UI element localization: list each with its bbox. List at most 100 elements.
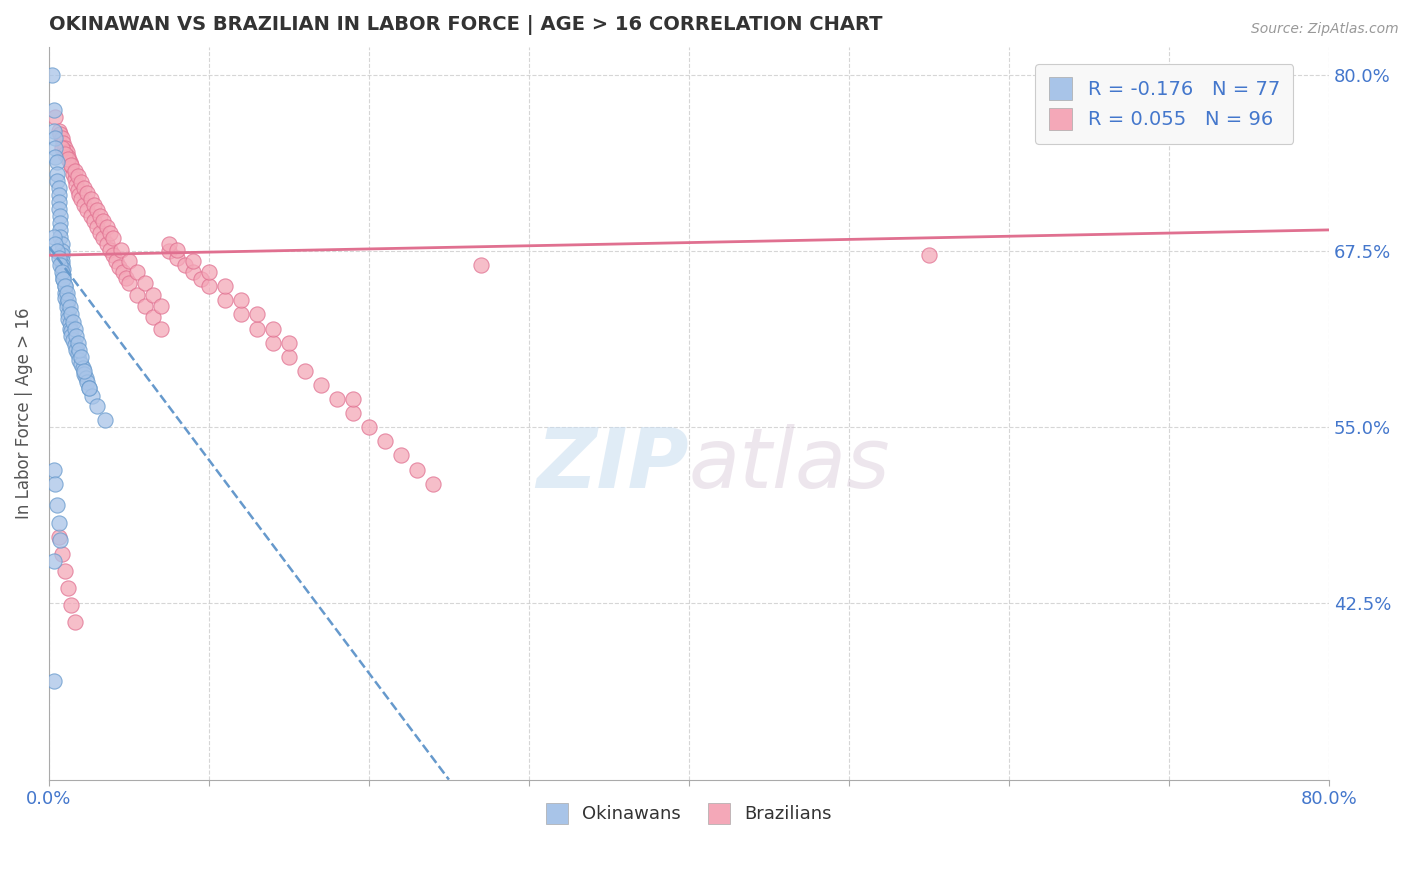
Point xyxy=(67,343,90,357)
Point xyxy=(55,145,77,160)
Point xyxy=(60,308,83,322)
Point xyxy=(63,321,86,335)
Point xyxy=(86,399,108,413)
Point xyxy=(55,301,77,315)
Point xyxy=(53,564,76,578)
Point xyxy=(357,420,380,434)
Point xyxy=(56,150,79,164)
Point xyxy=(44,131,66,145)
Point xyxy=(66,335,89,350)
Point xyxy=(44,476,66,491)
Point xyxy=(82,389,104,403)
Point xyxy=(60,160,83,174)
Point xyxy=(198,279,221,293)
Point xyxy=(70,350,93,364)
Point xyxy=(53,279,76,293)
Point xyxy=(93,231,115,245)
Point xyxy=(52,268,75,282)
Point xyxy=(108,260,131,274)
Point xyxy=(46,498,69,512)
Point xyxy=(53,291,76,305)
Point xyxy=(49,127,72,141)
Point xyxy=(65,343,87,357)
Point xyxy=(198,265,221,279)
Point xyxy=(181,265,204,279)
Point xyxy=(181,254,204,268)
Point xyxy=(63,338,86,352)
Point xyxy=(44,141,66,155)
Point xyxy=(42,124,65,138)
Point xyxy=(46,173,69,187)
Point xyxy=(63,615,86,629)
Point xyxy=(389,449,412,463)
Point xyxy=(111,265,134,279)
Point xyxy=(326,392,349,406)
Point xyxy=(48,516,70,530)
Point xyxy=(42,462,65,476)
Point xyxy=(53,146,76,161)
Point xyxy=(56,293,79,308)
Point xyxy=(229,308,252,322)
Point xyxy=(44,110,66,124)
Point xyxy=(278,335,301,350)
Point xyxy=(56,581,79,595)
Point xyxy=(44,150,66,164)
Point xyxy=(60,598,83,612)
Point xyxy=(49,258,72,272)
Point xyxy=(52,272,75,286)
Point xyxy=(67,352,90,367)
Point xyxy=(62,314,84,328)
Point xyxy=(42,230,65,244)
Point xyxy=(48,202,70,216)
Point xyxy=(76,203,98,218)
Point xyxy=(53,279,76,293)
Point xyxy=(262,335,284,350)
Point xyxy=(77,381,100,395)
Text: OKINAWAN VS BRAZILIAN IN LABOR FORCE | AGE > 16 CORRELATION CHART: OKINAWAN VS BRAZILIAN IN LABOR FORCE | A… xyxy=(49,15,883,35)
Point xyxy=(918,248,941,262)
Point xyxy=(79,192,101,206)
Point xyxy=(73,367,96,381)
Point xyxy=(51,265,73,279)
Point xyxy=(51,244,73,258)
Point xyxy=(63,172,86,186)
Point xyxy=(134,299,156,313)
Point xyxy=(48,194,70,209)
Point xyxy=(49,216,72,230)
Point xyxy=(142,287,165,301)
Point xyxy=(134,277,156,291)
Point xyxy=(83,197,105,211)
Point xyxy=(73,180,96,194)
Point xyxy=(63,163,86,178)
Point xyxy=(125,287,148,301)
Point xyxy=(42,554,65,568)
Point xyxy=(76,186,98,201)
Point xyxy=(48,530,70,544)
Point xyxy=(67,187,90,202)
Point xyxy=(73,197,96,211)
Point xyxy=(149,321,172,335)
Point xyxy=(93,214,115,228)
Point xyxy=(52,262,75,277)
Point xyxy=(70,357,93,371)
Point xyxy=(70,175,93,189)
Point xyxy=(214,293,236,308)
Point xyxy=(51,248,73,262)
Point xyxy=(246,308,269,322)
Point xyxy=(62,333,84,347)
Point xyxy=(44,237,66,252)
Point xyxy=(51,547,73,561)
Text: atlas: atlas xyxy=(689,424,890,505)
Point xyxy=(52,136,75,150)
Point xyxy=(56,311,79,326)
Point xyxy=(149,299,172,313)
Point xyxy=(55,296,77,310)
Point xyxy=(49,533,72,547)
Point xyxy=(51,254,73,268)
Point xyxy=(98,243,121,257)
Point xyxy=(49,223,72,237)
Point xyxy=(65,178,87,192)
Point xyxy=(48,187,70,202)
Point xyxy=(41,68,63,82)
Point xyxy=(59,316,82,330)
